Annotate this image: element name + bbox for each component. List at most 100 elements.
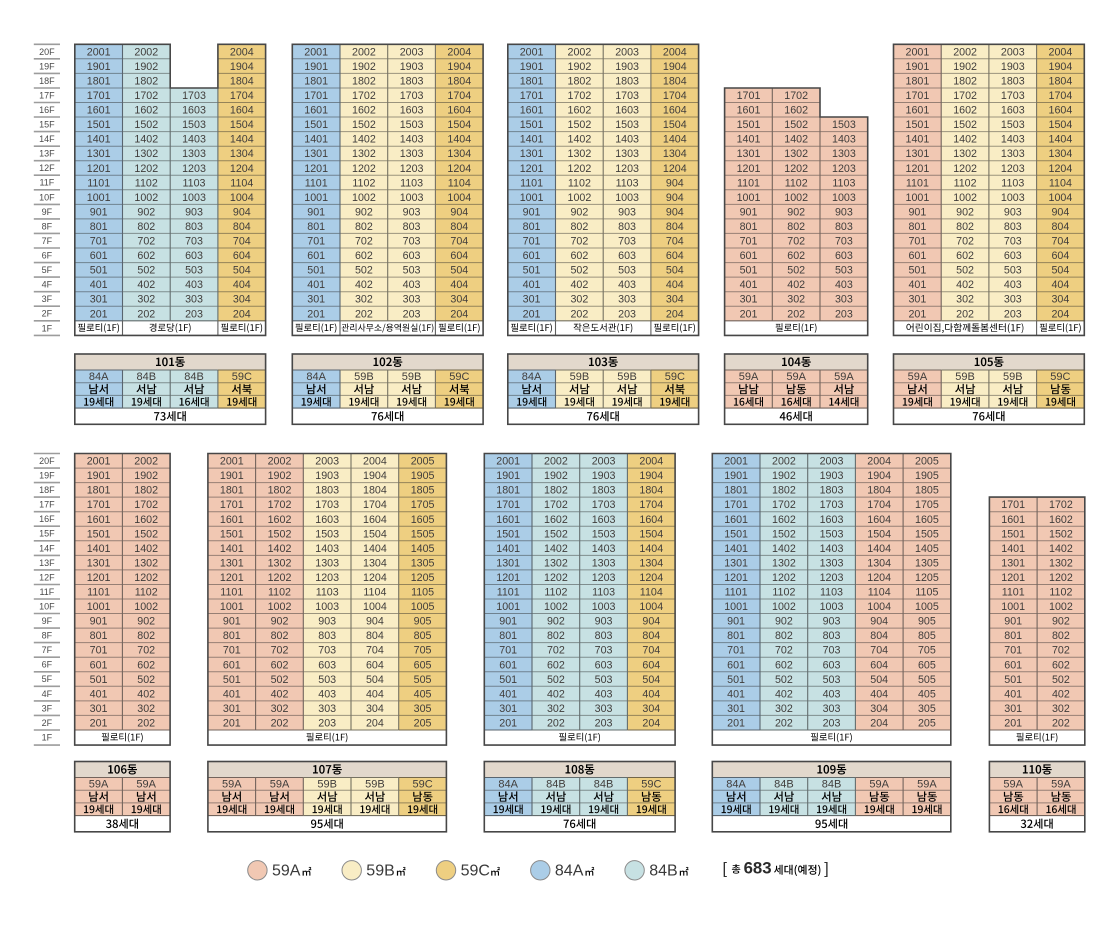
svg-text:704: 704 [366,645,384,657]
svg-text:6F: 6F [42,660,53,670]
svg-text:2003: 2003 [315,456,339,468]
svg-text:1805: 1805 [411,485,435,497]
svg-text:1601: 1601 [520,105,544,117]
svg-text:402: 402 [775,688,793,700]
svg-text:1304: 1304 [867,557,891,569]
svg-text:203: 203 [403,308,421,320]
svg-text:1102: 1102 [544,587,567,599]
svg-text:602: 602 [570,250,588,262]
svg-text:1501: 1501 [496,528,520,540]
svg-text:1004: 1004 [363,601,387,613]
svg-text:1902: 1902 [268,470,292,482]
svg-text:303: 303 [595,703,613,715]
svg-text:903: 903 [823,616,841,628]
svg-text:402: 402 [271,688,289,700]
svg-text:202: 202 [547,718,565,730]
svg-text:204: 204 [1051,308,1069,320]
svg-text:704: 704 [870,645,888,657]
svg-text:1605: 1605 [411,514,435,526]
svg-text:603: 603 [618,250,636,262]
svg-text:2002: 2002 [352,46,376,58]
svg-text:201: 201 [523,308,541,320]
svg-text:1804: 1804 [1049,76,1073,88]
svg-text:204: 204 [642,718,660,730]
svg-text:305: 305 [918,703,936,715]
svg-text:405: 405 [414,688,432,700]
svg-text:802: 802 [137,630,155,642]
svg-text:1103: 1103 [1001,177,1024,189]
svg-text:59C: 59C [665,371,685,383]
svg-text:905: 905 [414,616,432,628]
svg-text:402: 402 [547,688,565,700]
svg-text:801: 801 [499,630,517,642]
svg-text:8F: 8F [42,631,53,641]
svg-text:201: 201 [1004,718,1022,730]
svg-text:201: 201 [90,308,108,320]
svg-text:1102: 1102 [135,177,158,189]
svg-text:1702: 1702 [352,90,376,102]
svg-text:1501: 1501 [87,119,111,131]
svg-text:903: 903 [618,206,636,218]
svg-text:504: 504 [233,265,251,277]
svg-text:1601: 1601 [304,105,328,117]
svg-text:1504: 1504 [1049,119,1073,131]
svg-text:1604: 1604 [230,105,254,117]
svg-text:1003: 1003 [182,192,206,204]
svg-text:2001: 2001 [87,456,111,468]
svg-text:902: 902 [775,616,793,628]
svg-text:1202: 1202 [1049,572,1073,584]
svg-text:1004: 1004 [447,192,471,204]
svg-text:1604: 1604 [867,514,891,526]
svg-text:202: 202 [775,718,793,730]
svg-text:1604: 1604 [363,514,387,526]
svg-text:501: 501 [727,674,745,686]
svg-text:901: 901 [908,206,926,218]
svg-text:1304: 1304 [1049,148,1073,160]
svg-text:902: 902 [956,206,974,218]
svg-text:1904: 1904 [363,470,387,482]
svg-text:59B: 59B [955,371,975,383]
svg-text:59A: 59A [739,371,759,383]
svg-text:1504: 1504 [363,528,387,540]
svg-text:403: 403 [618,279,636,291]
svg-text:59B: 59B [317,779,337,791]
svg-text:904: 904 [666,192,684,204]
svg-text:1301: 1301 [1001,557,1025,569]
svg-text:802: 802 [956,221,974,233]
svg-text:1001: 1001 [724,601,748,613]
svg-text:1101: 1101 [737,177,760,189]
svg-text:602: 602 [271,659,289,671]
svg-text:1901: 1901 [87,61,111,73]
svg-text:403: 403 [185,279,203,291]
svg-text:901: 901 [90,616,108,628]
svg-text:1102: 1102 [954,177,977,189]
svg-text:1302: 1302 [1049,557,1073,569]
svg-text:1703: 1703 [592,499,616,511]
svg-text:1004: 1004 [867,601,891,613]
svg-text:802: 802 [787,221,805,233]
svg-text:1904: 1904 [230,61,254,73]
svg-text:1404: 1404 [230,134,254,146]
svg-text:18F: 18F [39,485,55,495]
svg-text:1802: 1802 [772,485,796,497]
svg-text:59A: 59A [1003,779,1023,791]
svg-text:901: 901 [223,616,241,628]
svg-text:1702: 1702 [784,90,808,102]
svg-text:505: 505 [918,674,936,686]
svg-text:201: 201 [223,718,241,730]
svg-text:1302: 1302 [953,148,977,160]
svg-text:15F: 15F [39,529,55,539]
svg-text:1802: 1802 [134,485,158,497]
svg-text:601: 601 [740,250,758,262]
svg-text:2004: 2004 [867,456,891,468]
svg-text:12F: 12F [39,572,55,582]
svg-text:1303: 1303 [832,148,856,160]
svg-text:902: 902 [547,616,565,628]
svg-text:59C: 59C [232,371,252,383]
svg-text:1201: 1201 [520,163,544,175]
svg-text:201: 201 [908,308,926,320]
svg-text:1F: 1F [42,323,53,333]
svg-text:903: 903 [595,616,613,628]
svg-text:1803: 1803 [400,76,424,88]
svg-text:603: 603 [823,659,841,671]
